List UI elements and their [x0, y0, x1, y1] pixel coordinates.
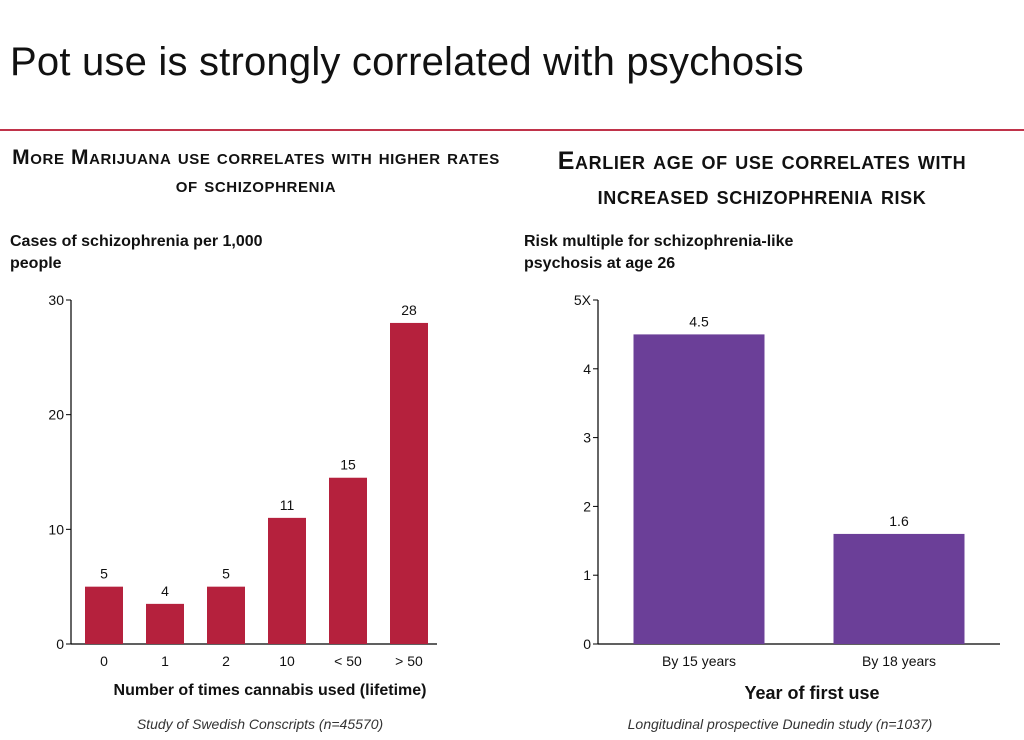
x-tick-label: 10 [279, 653, 295, 669]
y-tick-label: 5X [574, 292, 592, 308]
right-chart-source-note: Longitudinal prospective Dunedin study (… [627, 716, 933, 732]
left-chart-y-axis-label: Cases of schizophrenia per 1,000 people [10, 233, 263, 272]
x-tick-label: By 15 years [662, 653, 736, 669]
y-tick-label: 0 [583, 636, 591, 652]
left-chart-source-note: Study of Swedish Conscripts (n=45570) [136, 716, 384, 732]
bar [268, 517, 306, 644]
right-panel-heading: Earlier age of use correlates with incre… [557, 147, 967, 210]
right-chart-y-axis-label: Risk multiple for schizophrenia-like psy… [524, 233, 794, 272]
left-chart-x-axis-label: Number of times cannabis used (lifetime) [113, 682, 427, 699]
bar [146, 603, 184, 644]
right-chart-x-axis-label: Year of first use [744, 683, 880, 703]
bar [329, 477, 367, 644]
x-tick-label: 0 [100, 653, 108, 669]
y-tick-label: 2 [583, 498, 591, 514]
y-tick-label: 20 [48, 407, 64, 423]
bar-value-label: 15 [340, 457, 356, 473]
y-tick-label: 0 [56, 636, 64, 652]
left-panel-heading: More Marijuana use correlates with highe… [12, 146, 500, 197]
x-tick-label: 2 [222, 653, 230, 669]
y-tick-label: 10 [48, 521, 64, 537]
bar [207, 586, 245, 644]
title-divider [0, 129, 1024, 131]
page-title: Pot use is strongly correlated with psyc… [10, 40, 804, 84]
bar-value-label: 4.5 [689, 313, 709, 329]
bar [390, 322, 428, 644]
bar-value-label: 28 [401, 302, 417, 318]
y-tick-label: 30 [48, 292, 64, 308]
bar-value-label: 5 [100, 566, 108, 582]
bar [85, 586, 123, 644]
bar [633, 334, 765, 644]
x-tick-label: < 50 [334, 653, 362, 669]
x-tick-label: > 50 [395, 653, 423, 669]
y-tick-label: 4 [583, 361, 591, 377]
bar-value-label: 5 [222, 566, 230, 582]
bar-value-label: 4 [161, 583, 169, 599]
x-tick-label: By 18 years [862, 653, 936, 669]
bar [833, 533, 965, 644]
y-tick-label: 3 [583, 430, 591, 446]
bar-value-label: 11 [280, 497, 295, 513]
bar-value-label: 1.6 [889, 513, 909, 529]
y-tick-label: 1 [583, 567, 591, 583]
x-tick-label: 1 [161, 653, 169, 669]
